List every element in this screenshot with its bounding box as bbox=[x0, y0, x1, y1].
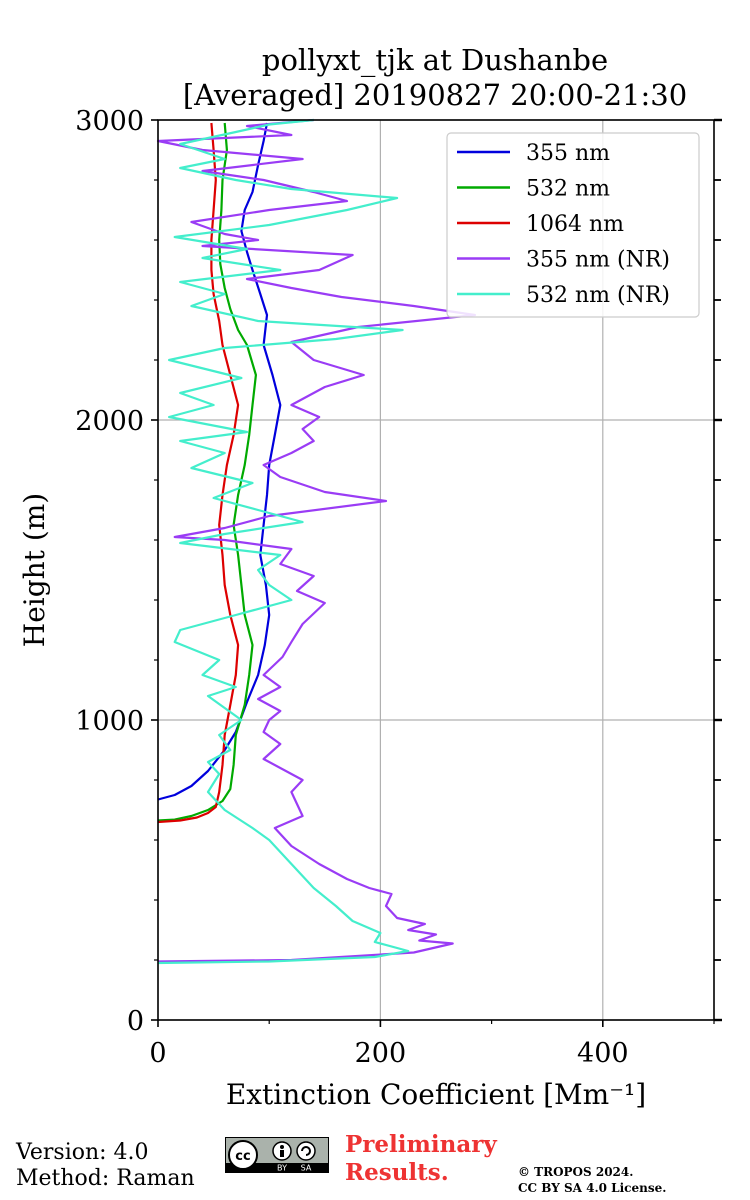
legend-label-2: 532 nm bbox=[526, 177, 610, 202]
legend-box bbox=[446, 132, 700, 318]
data-series bbox=[156, 118, 476, 965]
copyright-notice: © TROPOS 2024. CC BY SA 4.0 License. bbox=[518, 1164, 666, 1196]
cc-logo-text: cc bbox=[235, 1149, 250, 1164]
cc-license-badge: cc BY SA bbox=[225, 1137, 329, 1173]
y-tick-label: 3000 bbox=[75, 106, 144, 137]
legend-label-3: 1064 nm bbox=[526, 212, 624, 237]
series-line-5 bbox=[157, 118, 410, 965]
x-tick-label: 400 bbox=[577, 1038, 629, 1069]
y-tick-label: 2000 bbox=[75, 406, 144, 437]
series-line-1 bbox=[157, 122, 282, 801]
chart-title-line-2: [Averaged] 20190827 20:00-21:30 bbox=[183, 78, 687, 112]
preliminary-line-1: Preliminary bbox=[345, 1131, 497, 1158]
series-line-4 bbox=[156, 118, 476, 963]
x-axis-label: Extinction Coefficient [Mm⁻¹] bbox=[226, 1078, 646, 1111]
chart-title-line-1: pollyxt_tjk at Dushanbe bbox=[262, 43, 608, 78]
axis-ticks: 0 200 400 0 1000 2000 3000 bbox=[75, 106, 722, 1069]
sa-label: SA bbox=[301, 1164, 312, 1173]
plot-frame bbox=[157, 119, 715, 1021]
preliminary-line-2: Results. bbox=[345, 1159, 449, 1186]
preliminary-results-notice: Preliminary Results. bbox=[345, 1131, 497, 1187]
version-text: Version: 4.0 bbox=[16, 1140, 149, 1165]
x-tick-label: 200 bbox=[355, 1038, 407, 1069]
by-label: BY bbox=[277, 1164, 287, 1173]
x-tick-label: 0 bbox=[149, 1038, 166, 1069]
y-axis-label: Height (m) bbox=[18, 493, 51, 647]
series-line-3 bbox=[157, 122, 240, 824]
legend-label-1: 355 nm bbox=[526, 141, 610, 166]
copyright-line-1: © TROPOS 2024. bbox=[518, 1165, 634, 1179]
legend-label-4: 355 nm (NR) bbox=[526, 248, 670, 273]
copyright-line-2: CC BY SA 4.0 License. bbox=[518, 1181, 667, 1195]
y-tick-label: 0 bbox=[127, 1006, 144, 1037]
legend: 355 nm 532 nm 1064 nm 355 nm (NR) 532 nm (NR… bbox=[446, 132, 700, 318]
method-text: Method: Raman bbox=[16, 1166, 195, 1191]
legend-label-5: 532 nm (NR) bbox=[526, 283, 670, 308]
cc-icon bbox=[228, 1140, 258, 1170]
sa-share-alike-icon bbox=[296, 1141, 316, 1161]
y-tick-label: 1000 bbox=[75, 706, 144, 737]
